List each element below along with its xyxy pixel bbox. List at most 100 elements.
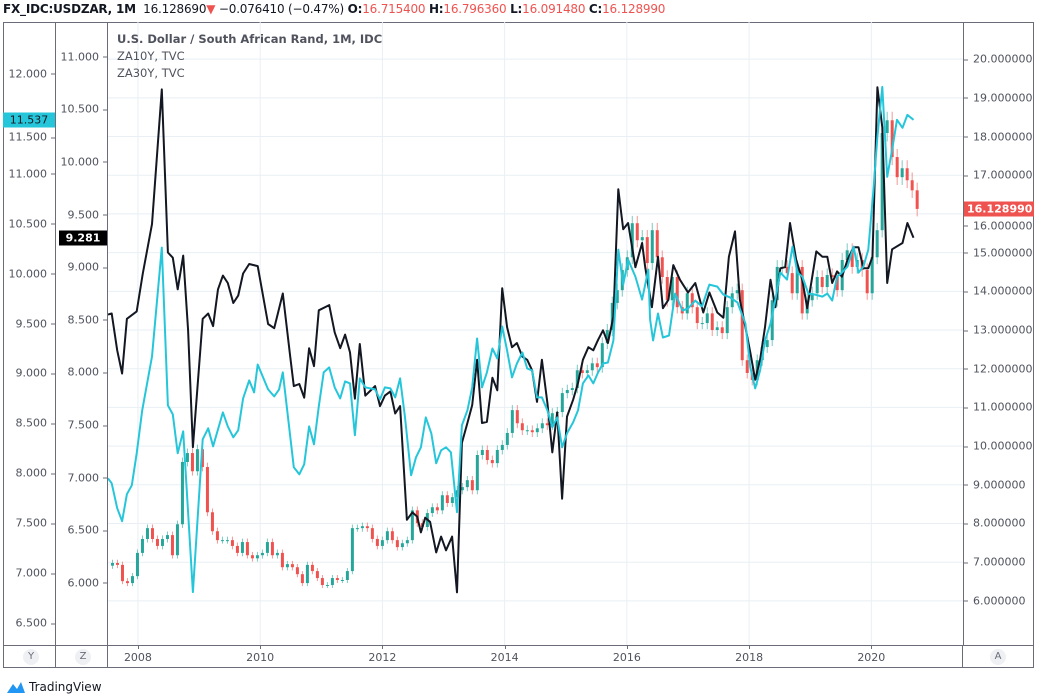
- auto-scale-button[interactable]: A: [990, 649, 1006, 665]
- candle-up: [410, 510, 414, 541]
- candle-down: [150, 528, 154, 539]
- tradingview-logo[interactable]: TradingView: [6, 680, 102, 694]
- candle-down: [660, 257, 664, 278]
- candle-down: [300, 574, 304, 584]
- candle-up: [730, 293, 734, 308]
- candle-up: [380, 540, 384, 546]
- low-value: 16.091480: [522, 2, 586, 16]
- chart-legend: U.S. Dollar / South African Rand, 1M, ID…: [117, 31, 382, 82]
- triangle-down-icon: ▼: [206, 2, 216, 16]
- price-tick-label: 9.000000: [964, 478, 1026, 492]
- candle-up: [590, 363, 594, 371]
- candle-up: [220, 540, 224, 542]
- candle-up: [495, 449, 499, 464]
- candle-up: [450, 497, 454, 503]
- legend-series-za30y[interactable]: ZA30Y, TVC: [117, 66, 185, 80]
- candle-down: [800, 266, 804, 314]
- price-tick-label: 20.000000: [964, 52, 1033, 66]
- candle-up: [385, 531, 389, 541]
- high-value: 16.796360: [443, 2, 507, 16]
- price-tick-label: 7.500: [67, 418, 107, 432]
- candle-up: [265, 542, 269, 553]
- candle-up: [175, 524, 179, 556]
- candle-down: [395, 540, 399, 548]
- candle-down: [295, 567, 299, 575]
- last-value-tag: 16.128990: [964, 201, 1034, 217]
- legend-series-za10y[interactable]: ZA10Y, TVC: [117, 49, 185, 63]
- candle-up: [735, 290, 739, 294]
- price-tick-label: 7.500: [15, 516, 55, 530]
- low-label: L:: [510, 2, 523, 16]
- candle-up: [670, 277, 674, 301]
- price-tick-label: 11.000: [60, 50, 107, 64]
- candle-down: [890, 120, 894, 158]
- price-tick-label: 11.000000: [964, 400, 1033, 414]
- axis-divider: [107, 646, 108, 668]
- price-tick-label: 6.500: [15, 616, 55, 630]
- close-label: C:: [588, 2, 603, 16]
- candle-up: [355, 528, 359, 530]
- legend-main-series[interactable]: U.S. Dollar / South African Rand, 1M, ID…: [117, 32, 383, 46]
- candle-down: [320, 578, 324, 586]
- left-inner-price-axis[interactable]: 11.000 10.500 10.000 9.500 9.000 8.500 8.000 7.…: [56, 22, 108, 645]
- price-change: −0.076410 (−0.47%): [218, 2, 344, 16]
- candle-up: [845, 250, 849, 260]
- candle-up: [585, 370, 589, 373]
- candle-up: [705, 313, 709, 324]
- candle-up: [475, 455, 479, 491]
- branding-text: TradingView: [29, 680, 102, 694]
- price-tick-label: 9.500: [15, 317, 55, 331]
- chart-svg: [107, 22, 963, 645]
- price-tick-label: 17.000000: [964, 168, 1033, 182]
- right-price-axis[interactable]: 20.000000 19.000000 18.000000 17.000000 16.0…: [963, 22, 1034, 645]
- price-tick-label: 8.000: [15, 466, 55, 480]
- candle-down: [745, 360, 749, 373]
- price-tick-label: 8.000: [67, 365, 107, 379]
- price-tick-label: 15.000000: [964, 246, 1033, 260]
- candle-up: [615, 290, 619, 303]
- candle-down: [690, 293, 694, 308]
- candle-up: [460, 487, 464, 491]
- candle-up: [715, 327, 719, 331]
- candle-down: [695, 307, 699, 324]
- candle-down: [710, 313, 714, 331]
- y-scale-button[interactable]: Y: [23, 649, 39, 665]
- z-scale-button[interactable]: Z: [75, 649, 91, 665]
- candle-down: [865, 270, 869, 294]
- candle-down: [910, 180, 914, 191]
- candle-down: [445, 495, 449, 503]
- candle-up: [725, 307, 729, 334]
- candle-up: [330, 578, 334, 586]
- candle-down: [270, 542, 274, 556]
- left-outer-price-axis[interactable]: 12.000 11.500 11.000 10.500 10.000 9.500 9.000…: [3, 22, 56, 645]
- candle-down: [310, 564, 314, 572]
- price-tick-label: 19.000000: [964, 91, 1033, 105]
- candle-down: [490, 460, 494, 464]
- high-label: H:: [428, 2, 444, 16]
- candle-down: [205, 467, 209, 513]
- symbol-name[interactable]: FX_IDC:USDZAR, 1M: [3, 2, 136, 16]
- candle-up: [465, 480, 469, 488]
- candle-up: [110, 562, 114, 566]
- candle-up: [550, 413, 554, 426]
- price-tick-label: 10.500: [60, 102, 107, 116]
- price-tick-label: 10.500: [8, 217, 55, 231]
- price-tick-label: 10.000000: [964, 439, 1033, 453]
- candle-down: [895, 157, 899, 178]
- time-tick-label: 2010: [246, 645, 275, 664]
- price-tick-label: 12.000000: [964, 362, 1033, 376]
- price-tick-label: 8.000000: [964, 516, 1026, 530]
- candle-down: [655, 230, 659, 258]
- candle-up: [560, 393, 564, 413]
- symbol-header: FX_IDC:USDZAR, 1M 16.128690▼ −0.076410 (…: [3, 2, 665, 16]
- candle-up: [255, 555, 259, 559]
- candle-up: [815, 277, 819, 294]
- candle-down: [235, 545, 239, 553]
- candle-up: [440, 495, 444, 511]
- candle-up: [180, 461, 184, 525]
- tradingview-logo-icon: [7, 682, 25, 693]
- time-axis[interactable]: Y Z A 2008 2010 2012 2014 2016 2018 2020: [3, 645, 1034, 668]
- candle-up: [500, 444, 504, 450]
- candle-up: [240, 542, 244, 553]
- plot-area[interactable]: [107, 22, 963, 645]
